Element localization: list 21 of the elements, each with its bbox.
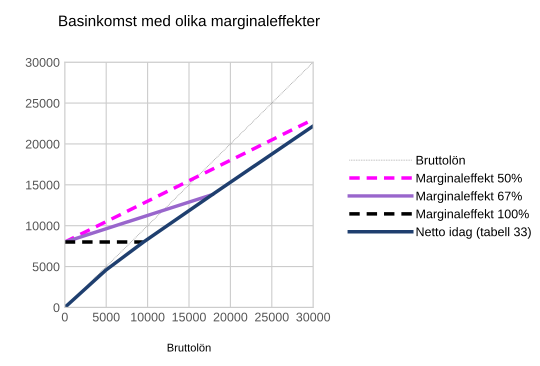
x-axis-title: Bruttolön bbox=[168, 343, 211, 352]
x-tick-label: 5000 bbox=[92, 312, 120, 322]
y-tick-label: 25000 bbox=[26, 98, 60, 108]
y-tick-label: 0 bbox=[53, 303, 60, 312]
x-tick-label: 20000 bbox=[214, 312, 248, 322]
x-tick-label: 25000 bbox=[255, 312, 289, 322]
legend-label: Netto idag (tabell 33) bbox=[416, 227, 531, 239]
x-tick-label: 0 bbox=[62, 312, 68, 322]
legend-label: Marginaleffekt 50% bbox=[416, 173, 522, 186]
legend-label: Bruttolön bbox=[416, 155, 465, 165]
x-tick-label: 30000 bbox=[296, 312, 330, 322]
chart-title: Basinkomst med olika marginaleffekter bbox=[59, 15, 320, 30]
y-tick-label: 15000 bbox=[26, 180, 60, 190]
y-tick-label: 5000 bbox=[32, 262, 60, 272]
x-tick-label: 15000 bbox=[172, 312, 206, 322]
y-tick-label: 20000 bbox=[26, 140, 60, 149]
legend-label: Marginaleffekt 67% bbox=[416, 191, 522, 203]
x-tick-label: 10000 bbox=[131, 312, 164, 322]
legend-label: Marginaleffekt 100% bbox=[416, 209, 529, 221]
y-tick-label: 30000 bbox=[26, 58, 60, 67]
y-tick-label: 10000 bbox=[26, 222, 60, 230]
